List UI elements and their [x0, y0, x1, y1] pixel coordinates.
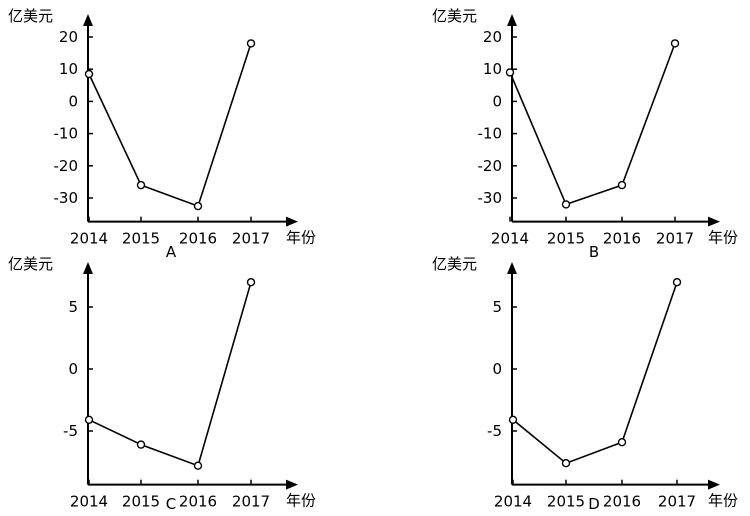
- data-point-b: [505, 68, 515, 77]
- y-tick-label-a: -20: [54, 157, 79, 175]
- x-tick-label-a: 2014: [70, 230, 108, 248]
- data-point-d: [617, 438, 627, 447]
- x-tick-label-d: 2016: [603, 493, 641, 511]
- data-point-c: [193, 461, 203, 470]
- y-axis-arrow-b: [507, 14, 517, 26]
- data-point-c: [84, 415, 94, 424]
- x-axis-arrow-c: [286, 479, 298, 490]
- y-axis-unit-d: 亿美元: [432, 255, 477, 273]
- y-tick-label-b: 0: [492, 92, 502, 110]
- y-tick-label-d: 5: [492, 298, 502, 316]
- x-axis-arrow-b: [708, 216, 720, 227]
- y-axis-arrow-a: [83, 14, 93, 26]
- x-axis-arrow-d: [708, 479, 720, 490]
- series-line-a: [88, 43, 252, 208]
- y-tick-label-a: -30: [54, 189, 79, 207]
- series-line-b: [509, 43, 676, 206]
- data-point-a: [246, 39, 256, 48]
- panel-label-c: C: [166, 495, 176, 513]
- x-tick-label-b: 2016: [603, 230, 641, 248]
- y-tick-label-a: 0: [68, 92, 78, 110]
- y-axis-arrow-d: [507, 262, 517, 274]
- data-point-d: [561, 459, 571, 468]
- x-tick-label-d: 2014: [494, 493, 532, 511]
- data-point-a: [136, 180, 146, 190]
- x-tick-label-a: 2016: [179, 230, 217, 248]
- data-point-a: [84, 69, 94, 79]
- series-line-d: [512, 281, 678, 465]
- x-tick-label-c: 2015: [122, 493, 160, 511]
- panel-label-b: B: [589, 243, 599, 261]
- y-tick-label-c: 5: [68, 298, 78, 316]
- y-axis-unit-c: 亿美元: [8, 255, 53, 273]
- data-point-b: [617, 180, 627, 190]
- x-axis-unit-b: 年份: [708, 229, 738, 247]
- y-axis-arrow-c: [83, 262, 93, 274]
- y-axis-unit-a: 亿美元: [8, 7, 53, 25]
- x-tick-label-a: 2017: [232, 230, 270, 248]
- y-tick-label-b: -20: [478, 157, 503, 175]
- x-axis-arrow-a: [286, 216, 298, 227]
- y-axis-unit-b: 亿美元: [432, 7, 477, 25]
- y-tick-label-b: 10: [483, 60, 502, 78]
- data-point-a: [193, 201, 203, 211]
- y-tick-label-a: 10: [59, 60, 78, 78]
- y-tick-label-b: -30: [478, 189, 503, 207]
- y-tick-label-c: 0: [68, 360, 78, 378]
- data-point-b: [561, 200, 571, 209]
- panel-label-a: A: [166, 243, 177, 261]
- x-tick-label-d: 2015: [547, 493, 585, 511]
- x-tick-label-c: 2016: [179, 493, 217, 511]
- y-tick-label-c: -5: [63, 422, 78, 440]
- y-tick-label-b: 20: [483, 28, 502, 46]
- x-axis-unit-a: 年份: [286, 229, 316, 247]
- x-tick-label-c: 2017: [232, 493, 270, 511]
- x-tick-label-b: 2015: [547, 230, 585, 248]
- y-tick-label-d: 0: [492, 360, 502, 378]
- panel-label-d: D: [588, 495, 600, 513]
- data-point-c: [246, 278, 256, 287]
- data-point-d: [672, 278, 682, 287]
- x-tick-label-c: 2014: [70, 493, 108, 511]
- data-point-c: [136, 440, 146, 449]
- y-tick-label-a: -10: [54, 125, 79, 143]
- y-tick-label-d: -5: [487, 422, 502, 440]
- y-tick-label-b: -10: [478, 125, 503, 143]
- x-tick-label-a: 2015: [122, 230, 160, 248]
- x-axis-unit-d: 年份: [708, 492, 738, 510]
- data-point-d: [508, 415, 518, 424]
- data-point-b: [670, 39, 680, 48]
- y-tick-label-a: 20: [59, 28, 78, 46]
- series-line-c: [88, 281, 252, 467]
- x-axis-unit-c: 年份: [286, 492, 316, 510]
- x-tick-label-b: 2014: [491, 230, 529, 248]
- x-tick-label-d: 2017: [658, 493, 696, 511]
- x-tick-label-b: 2017: [656, 230, 694, 248]
